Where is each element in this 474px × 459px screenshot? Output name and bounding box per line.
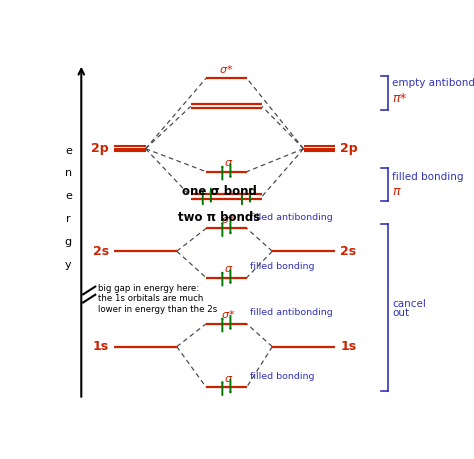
Text: two π bonds: two π bonds	[178, 211, 260, 224]
Text: r: r	[66, 214, 71, 224]
Text: filled bonding: filled bonding	[250, 372, 315, 381]
Text: 1s: 1s	[340, 340, 356, 353]
Text: filled bonding: filled bonding	[392, 172, 464, 182]
Text: big gap in energy here:
the 1s orbitals are much
lower in energy than the 2s: big gap in energy here: the 1s orbitals …	[98, 284, 217, 314]
Text: n: n	[65, 168, 72, 179]
Text: $\sigma$: $\sigma$	[224, 158, 233, 168]
Text: 1s: 1s	[93, 340, 109, 353]
Text: filled antibonding: filled antibonding	[250, 308, 333, 317]
Text: $\pi$: $\pi$	[392, 185, 402, 198]
Text: out: out	[392, 308, 410, 318]
Text: one σ bond: one σ bond	[182, 185, 256, 198]
Text: $\pi$*: $\pi$*	[392, 92, 408, 105]
Text: $\sigma$*: $\sigma$*	[221, 308, 236, 320]
Text: filled antibonding: filled antibonding	[250, 213, 333, 222]
Text: $\sigma$: $\sigma$	[224, 264, 233, 274]
Text: 2s: 2s	[93, 245, 109, 258]
Text: $\sigma$*: $\sigma$*	[219, 62, 234, 74]
Text: 2p: 2p	[91, 142, 109, 155]
Text: cancel: cancel	[392, 299, 426, 309]
Text: g: g	[65, 237, 72, 247]
Text: y: y	[65, 260, 72, 270]
Text: empty antibonding: empty antibonding	[392, 78, 474, 88]
Text: $\sigma$: $\sigma$	[224, 374, 233, 384]
Text: e: e	[65, 191, 72, 202]
Text: 2p: 2p	[340, 142, 358, 155]
Text: e: e	[65, 146, 72, 156]
Text: $\sigma$*: $\sigma$*	[221, 213, 236, 225]
Text: filled bonding: filled bonding	[250, 263, 315, 271]
Text: 2s: 2s	[340, 245, 356, 258]
